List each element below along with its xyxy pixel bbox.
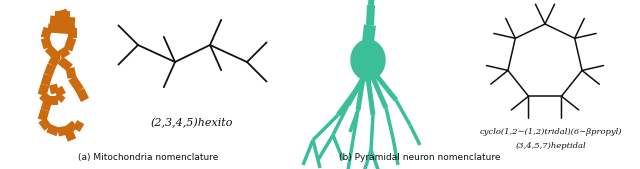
Polygon shape (394, 99, 412, 126)
Polygon shape (346, 77, 365, 106)
Polygon shape (311, 140, 322, 168)
Polygon shape (44, 63, 56, 77)
Polygon shape (55, 51, 60, 59)
Polygon shape (38, 117, 52, 131)
Polygon shape (332, 134, 344, 161)
Text: cyclo(1,2∼(1,2)tridal)(6∼βpropyl): cyclo(1,2∼(1,2)tridal)(6∼βpropyl) (480, 128, 622, 136)
Polygon shape (362, 24, 376, 43)
Polygon shape (369, 149, 381, 169)
Polygon shape (64, 37, 76, 51)
Text: (3,4,5,7)heptidal: (3,4,5,7)heptidal (516, 142, 586, 150)
Polygon shape (64, 128, 76, 142)
Polygon shape (346, 140, 355, 169)
Polygon shape (67, 28, 77, 38)
Polygon shape (301, 139, 315, 166)
Polygon shape (50, 16, 76, 27)
Polygon shape (351, 110, 360, 140)
Polygon shape (348, 109, 360, 133)
Polygon shape (391, 138, 400, 165)
Polygon shape (58, 46, 70, 59)
Polygon shape (374, 74, 398, 102)
Text: (b) Pyramidal neuron nomenclature: (b) Pyramidal neuron nomenclature (339, 153, 500, 162)
Polygon shape (65, 121, 78, 133)
Polygon shape (356, 78, 365, 110)
Polygon shape (317, 134, 335, 161)
Polygon shape (57, 126, 69, 136)
Polygon shape (41, 99, 52, 111)
Polygon shape (47, 23, 76, 34)
Polygon shape (39, 92, 51, 103)
Polygon shape (41, 74, 52, 86)
Polygon shape (41, 27, 52, 39)
Polygon shape (408, 124, 422, 146)
Polygon shape (76, 88, 89, 102)
Polygon shape (365, 78, 376, 115)
Polygon shape (312, 114, 339, 141)
Polygon shape (369, 115, 375, 150)
Polygon shape (65, 67, 76, 79)
Polygon shape (45, 45, 58, 58)
Text: (2,3,4,5)hexito: (2,3,4,5)hexito (151, 118, 233, 128)
Polygon shape (49, 84, 59, 94)
Polygon shape (54, 86, 66, 97)
Polygon shape (332, 104, 349, 136)
Text: (a) Mitochondria nomenclature: (a) Mitochondria nomenclature (78, 153, 218, 162)
Polygon shape (366, 5, 375, 25)
Polygon shape (55, 10, 70, 19)
Polygon shape (68, 76, 84, 92)
Polygon shape (384, 108, 395, 138)
Polygon shape (336, 77, 367, 116)
Polygon shape (362, 149, 372, 169)
Polygon shape (368, 0, 375, 5)
Polygon shape (57, 56, 73, 71)
Polygon shape (73, 120, 84, 132)
Polygon shape (38, 109, 49, 121)
Polygon shape (41, 37, 52, 49)
Polygon shape (38, 84, 49, 96)
Polygon shape (48, 95, 58, 104)
Polygon shape (58, 9, 69, 21)
Polygon shape (371, 77, 388, 109)
Polygon shape (351, 40, 385, 80)
Polygon shape (46, 124, 60, 136)
Polygon shape (48, 53, 61, 67)
Polygon shape (54, 92, 65, 103)
